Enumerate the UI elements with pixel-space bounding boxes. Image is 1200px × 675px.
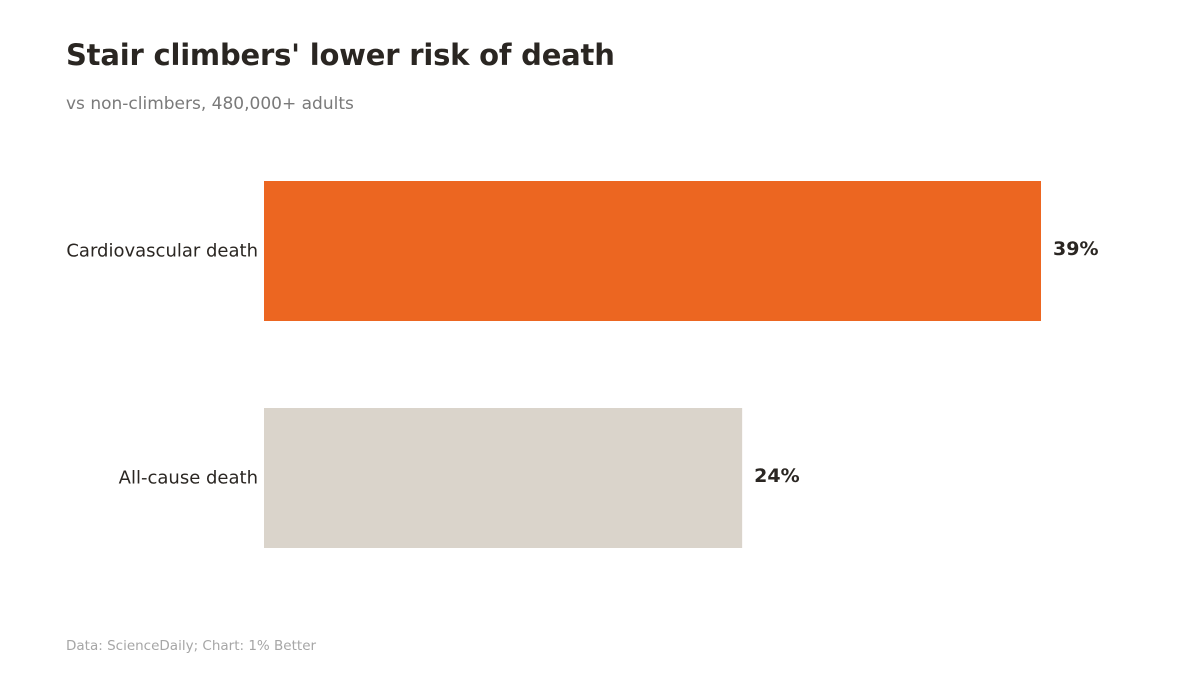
chart-subtitle: vs non-climbers, 480,000+ adults: [66, 94, 354, 114]
source-note: Data: ScienceDaily; Chart: 1% Better: [66, 638, 317, 654]
category-label: Cardiovascular death: [66, 241, 258, 262]
bar-all-cause-death: [264, 408, 743, 548]
chart-title: Stair climbers' lower risk of death: [66, 38, 615, 72]
value-label: 24%: [754, 465, 799, 487]
bar-cardiovascular-death: [264, 181, 1041, 321]
value-label: 39%: [1053, 238, 1098, 260]
category-label: All-cause death: [119, 468, 258, 489]
